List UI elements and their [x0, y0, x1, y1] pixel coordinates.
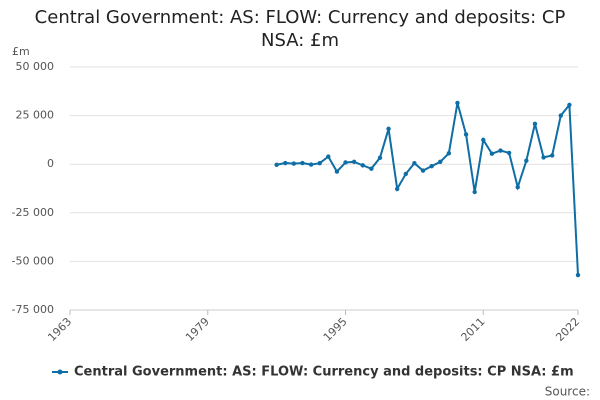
chart-title: Central Government: AS: FLOW: Currency a… [34, 7, 566, 51]
data-point [575, 272, 581, 278]
data-point [446, 151, 452, 156]
data-point [481, 137, 486, 143]
y-tick-label: 50 000 [16, 60, 55, 73]
data-point [369, 166, 374, 171]
data-point [326, 154, 331, 159]
data-point [351, 159, 357, 165]
data-point [506, 150, 512, 156]
data-point [394, 186, 400, 192]
y-tick-label: 25 000 [16, 109, 55, 122]
data-point [498, 148, 503, 153]
data-line [276, 102, 579, 276]
data-point [420, 168, 426, 173]
data-point [334, 169, 340, 174]
x-tick-label: 2022 [553, 315, 582, 344]
data-point [377, 155, 383, 160]
x-tick-label: 1995 [321, 315, 350, 344]
data-point [343, 160, 348, 165]
data-point [283, 160, 288, 166]
data-point [403, 171, 408, 177]
legend-label: Central Government: AS: FLOW: Currency a… [74, 365, 574, 380]
data-point [360, 163, 365, 168]
y-tick-label: 0 [47, 157, 54, 170]
data-point [291, 161, 297, 166]
data-point [386, 126, 391, 132]
data-point [317, 161, 322, 166]
x-tick-label: 1979 [183, 315, 212, 344]
y-tick-label: -50 000 [12, 254, 54, 267]
data-point [472, 189, 477, 195]
data-point [463, 132, 469, 137]
data-point [567, 102, 572, 108]
data-point [308, 162, 314, 167]
data-point [300, 160, 305, 166]
y-tick-label: -25 000 [12, 206, 54, 219]
data-point [455, 100, 460, 106]
data-point [524, 158, 529, 163]
y-tick-label: -75 000 [12, 303, 54, 316]
data-point [515, 184, 520, 190]
data-point [532, 121, 538, 126]
data-point [429, 163, 434, 169]
x-tick-label: 2011 [459, 315, 488, 344]
data-point [412, 161, 417, 166]
x-tick-label: 1963 [45, 315, 74, 344]
data-point [549, 153, 555, 158]
data-point [438, 159, 443, 165]
data-point [489, 151, 495, 156]
data-point [274, 162, 279, 167]
data-point [558, 113, 563, 118]
y-unit-label: £m [12, 45, 30, 58]
source: Source: [545, 385, 590, 399]
data-point [541, 155, 546, 160]
legend-marker [57, 369, 63, 375]
